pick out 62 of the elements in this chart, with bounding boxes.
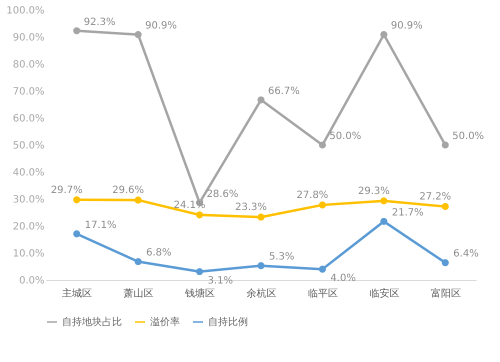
point	[380, 31, 388, 38]
point	[380, 218, 388, 225]
data-label: 90.9%	[145, 20, 177, 32]
data-label: 24.1%	[174, 200, 206, 211]
data-label: 92.3%	[84, 16, 116, 28]
y-tick-label: 40.0%	[12, 168, 44, 178]
x-tick-label: 主城区	[62, 288, 92, 300]
y-tick-label: 70.0%	[12, 86, 44, 98]
data-label: 5.3%	[269, 252, 294, 263]
point	[380, 197, 388, 204]
data-label: 4.0%	[330, 273, 356, 284]
legend-label: 自持地块占比	[62, 316, 122, 328]
data-label: 17.1%	[84, 220, 116, 231]
x-tick-label: 临安区	[369, 288, 400, 300]
data-label: 3.1%	[208, 276, 233, 287]
y-tick-label: 90.0%	[12, 32, 44, 44]
point	[442, 141, 449, 149]
x-tick-label: 余杭区	[246, 288, 276, 300]
data-label: 6.4%	[453, 248, 479, 260]
x-tick-label: 萧山区	[124, 288, 154, 300]
point	[318, 266, 326, 273]
data-label: 29.7%	[50, 184, 83, 196]
data-label: 29.6%	[112, 185, 144, 196]
data-label: 6.8%	[146, 248, 172, 259]
point	[196, 268, 204, 276]
x-tick-label: 富阳区	[430, 288, 461, 300]
point	[73, 230, 80, 238]
data-label: 27.8%	[296, 190, 328, 201]
point	[73, 27, 80, 34]
y-tick-label: 80.0%	[12, 60, 44, 70]
data-label: 28.6%	[206, 188, 238, 200]
point	[318, 141, 326, 149]
point	[442, 259, 449, 266]
x-tick-label: 临平区	[308, 288, 338, 300]
y-tick-label: 50.0%	[12, 140, 44, 152]
y-tick-label: 30.0%	[12, 194, 44, 206]
y-tick-label: 60.0%	[12, 114, 44, 124]
y-tick-label: 100.0%	[6, 6, 44, 16]
point	[442, 203, 449, 210]
point	[73, 196, 80, 204]
point	[196, 211, 204, 218]
data-label: 29.3%	[358, 186, 390, 197]
point	[134, 31, 142, 38]
y-tick-label: 10.0%	[12, 248, 44, 260]
data-label: 23.3%	[235, 202, 267, 214]
y-tick-label: 20.0%	[12, 222, 44, 232]
point	[134, 196, 142, 204]
data-label: 27.2%	[419, 192, 452, 203]
data-label: 50.0%	[452, 131, 484, 142]
point	[257, 214, 265, 221]
data-label: 90.9%	[390, 20, 423, 32]
point	[318, 201, 326, 208]
point	[257, 262, 265, 270]
x-tick-label: 钱塘区	[184, 288, 216, 300]
point	[134, 258, 142, 266]
y-tick-label: 0.0%	[19, 276, 44, 286]
legend-label: 自持比例	[208, 316, 248, 328]
legend-label: 溢价率	[150, 316, 180, 328]
data-label: 21.7%	[392, 207, 424, 218]
data-label: 50.0%	[329, 131, 362, 142]
data-label: 66.7%	[268, 86, 300, 97]
point	[257, 96, 265, 104]
